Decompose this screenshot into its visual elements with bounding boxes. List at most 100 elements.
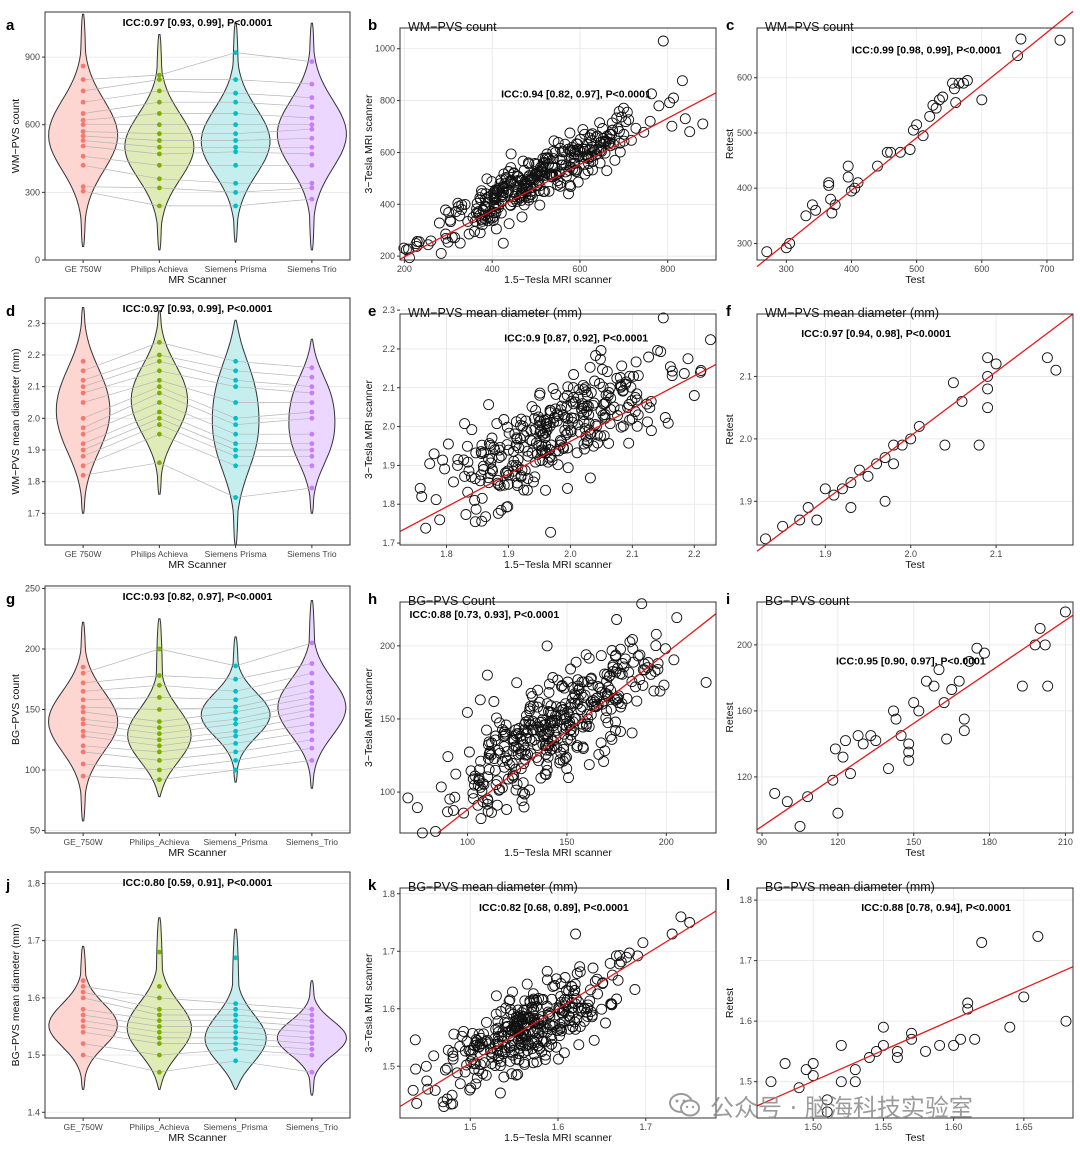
plot-frame: [399, 313, 717, 546]
data-point: [559, 138, 571, 150]
data-point: [544, 1007, 556, 1019]
data-point: [554, 757, 566, 769]
data-point: [480, 511, 492, 523]
data-point: [496, 755, 508, 767]
data-point: [565, 698, 577, 710]
data-point: [233, 441, 239, 447]
data-point: [560, 1000, 572, 1012]
data-point: [632, 370, 644, 382]
data-point: [503, 218, 515, 230]
data-point: [652, 663, 664, 675]
data-point: [529, 471, 541, 483]
data-point: [309, 1035, 315, 1041]
data-point: [552, 459, 564, 471]
data-point: [671, 612, 683, 624]
data-point: [451, 1067, 463, 1079]
data-point: [156, 151, 162, 157]
data-point: [545, 439, 557, 451]
data-point: [465, 1082, 477, 1094]
data-point: [845, 768, 856, 780]
y-axis-label: BG−PVS mean diameter (mm): [10, 924, 22, 1067]
data-point: [156, 415, 162, 421]
tick-label-x: 210: [1058, 837, 1073, 847]
data-point: [500, 728, 512, 740]
data-point: [156, 737, 162, 743]
data-point: [516, 211, 528, 223]
data-point: [539, 740, 551, 752]
data-point: [536, 164, 548, 176]
data-point: [794, 820, 806, 832]
data-point: [490, 779, 502, 791]
data-point: [519, 995, 531, 1007]
data-point: [493, 444, 505, 456]
data-point: [470, 503, 482, 515]
data-point: [501, 501, 513, 513]
data-point: [309, 162, 315, 168]
data-point: [540, 1049, 551, 1061]
data-point: [547, 1020, 559, 1032]
data-point: [526, 735, 538, 747]
data-point: [534, 168, 546, 180]
data-point: [550, 388, 562, 400]
data-point: [565, 181, 577, 192]
data-point: [568, 149, 580, 160]
data-point: [531, 1056, 543, 1068]
data-point: [829, 743, 841, 755]
data-point: [601, 705, 613, 717]
data-point: [573, 1039, 585, 1051]
data-point: [903, 738, 915, 750]
data-point: [1032, 930, 1044, 942]
data-point: [498, 414, 510, 425]
data-point: [80, 733, 86, 739]
data-point: [481, 1016, 492, 1028]
data-point: [666, 928, 678, 940]
tick-label-y: 2.1: [27, 382, 40, 392]
data-point: [309, 713, 315, 718]
data-point: [515, 1036, 527, 1048]
panel-c: 300 400 500 600 700 300 400 500 600 Test Retest c WM…: [724, 10, 1074, 286]
data-point: [518, 801, 530, 813]
data-point: [857, 738, 869, 750]
data-point: [595, 345, 607, 356]
data-point: [309, 1041, 315, 1046]
regression-line: [756, 10, 1074, 268]
data-point: [615, 421, 627, 433]
data-point: [508, 167, 520, 179]
data-point: [156, 131, 162, 137]
icc-annotation: ICC:0.94 [0.82, 0.97], P<0.0001: [501, 89, 651, 101]
data-point: [563, 188, 574, 200]
tick-label-x: 2.0: [564, 549, 577, 559]
data-point: [452, 459, 464, 471]
data-point: [156, 400, 162, 405]
data-point: [614, 668, 626, 680]
data-point: [233, 1006, 239, 1012]
data-point: [491, 712, 502, 724]
data-point: [595, 430, 607, 442]
data-point: [581, 138, 593, 150]
data-point: [411, 236, 423, 247]
data-point: [637, 679, 649, 691]
tick-label-y: 2.0: [27, 413, 40, 423]
tick-label-x: 1.55: [875, 1122, 893, 1132]
data-point: [414, 482, 426, 494]
data-point: [521, 978, 533, 990]
data-point: [80, 122, 86, 128]
data-point: [903, 754, 915, 766]
paired-line: [83, 370, 312, 394]
data-point: [80, 978, 86, 984]
data-point: [829, 199, 841, 211]
data-point: [908, 697, 920, 709]
panel-letter: j: [5, 877, 10, 894]
data-point: [616, 111, 628, 123]
tick-label-x: GE 750W: [65, 549, 102, 559]
data-point: [233, 358, 239, 364]
tick-label-x: 200: [659, 837, 674, 847]
data-point: [580, 1006, 592, 1018]
tick-label-y: 1.9: [382, 460, 395, 470]
data-point: [589, 696, 601, 708]
tick-label-x: 500: [909, 264, 924, 274]
data-point: [485, 457, 497, 469]
data-point: [927, 99, 939, 111]
data-point: [469, 516, 481, 528]
panel-letter: a: [6, 17, 15, 34]
